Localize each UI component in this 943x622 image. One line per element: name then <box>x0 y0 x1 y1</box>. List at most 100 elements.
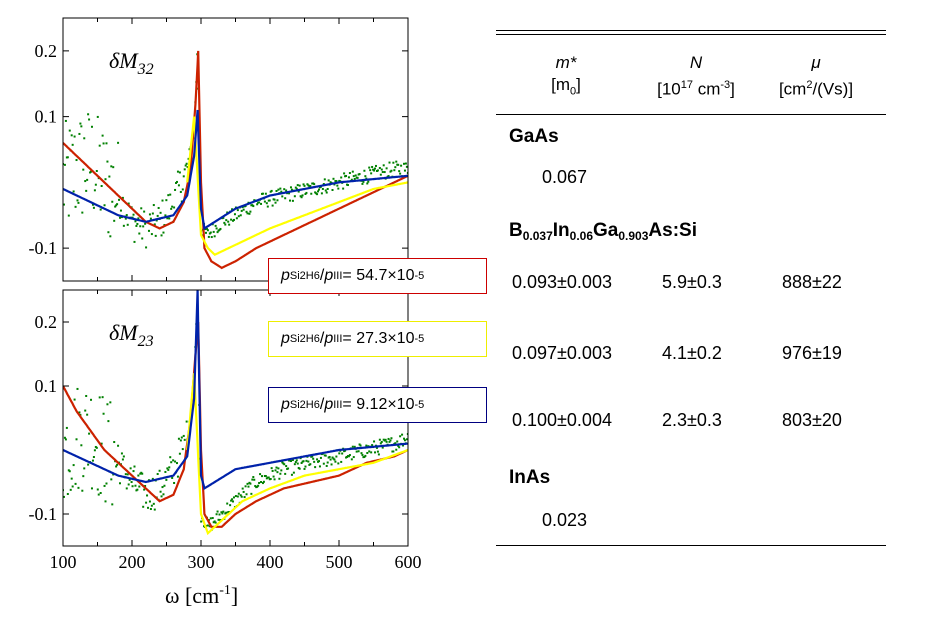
data-point <box>138 232 141 235</box>
data-point <box>159 211 162 214</box>
data-point <box>331 456 334 459</box>
data-point <box>267 476 270 479</box>
data-point <box>67 214 70 217</box>
data-point <box>293 195 296 198</box>
data-point <box>113 219 116 222</box>
data-point <box>366 182 369 185</box>
data-point <box>218 513 221 516</box>
data-point <box>147 229 150 232</box>
data-point <box>306 183 309 186</box>
data-point <box>81 489 84 492</box>
data-point <box>252 476 255 479</box>
data-point <box>390 169 393 172</box>
header-mobility: μ [cm2/(Vs)] <box>778 53 854 99</box>
data-point <box>167 194 170 197</box>
data-point <box>397 163 400 166</box>
data-point <box>74 482 77 485</box>
data-point <box>356 176 359 179</box>
panel-dm32: 0.2 0.1 -0.1 δM32 <box>29 17 409 282</box>
legend-item-blue: p Si2H6/p III = 9.12×10 -5 <box>268 387 487 423</box>
data-point <box>351 445 354 448</box>
data-point <box>116 203 119 206</box>
data-point <box>346 184 349 187</box>
data-point <box>274 469 277 472</box>
data-point <box>353 445 356 448</box>
data-point <box>260 481 263 484</box>
data-point <box>80 125 83 128</box>
data-point <box>118 198 121 201</box>
data-point <box>104 178 107 181</box>
material-inas: InAs <box>509 467 551 488</box>
data-point <box>231 208 234 211</box>
data-point <box>155 219 158 222</box>
data-point <box>401 433 404 436</box>
data-point <box>371 165 374 168</box>
data-point <box>207 235 210 238</box>
data-point <box>215 513 218 516</box>
data-point <box>379 442 382 445</box>
data-point <box>185 420 188 423</box>
data-point <box>252 205 255 208</box>
data-point <box>166 217 169 220</box>
data-point <box>358 173 361 176</box>
data-point <box>226 211 229 214</box>
data-point <box>76 387 79 390</box>
header-density: N [1017 cm-3] <box>657 53 735 99</box>
data-point <box>378 167 381 170</box>
data-point <box>63 203 65 206</box>
data-point <box>172 459 175 462</box>
data-point <box>242 490 245 493</box>
gaas-mass: 0.067 <box>542 167 588 187</box>
data-point <box>79 122 82 125</box>
data-point <box>91 203 94 206</box>
data-point <box>323 178 326 181</box>
data-point <box>261 482 264 485</box>
data-point <box>405 165 408 168</box>
data-point <box>396 440 399 443</box>
data-point <box>102 412 105 415</box>
data-point <box>143 488 146 491</box>
data-point <box>145 501 148 504</box>
data-point <box>264 192 267 195</box>
data-point <box>290 188 293 191</box>
data-point <box>66 492 69 495</box>
data-point <box>137 474 140 477</box>
data-point <box>130 481 133 484</box>
data-point <box>227 220 230 223</box>
series-line <box>186 373 408 536</box>
data-point <box>108 175 111 178</box>
series-line <box>63 50 408 270</box>
data-point <box>388 161 391 164</box>
series-line <box>63 109 408 231</box>
data-point <box>150 504 153 507</box>
y-tick-label: 0.1 <box>35 376 58 396</box>
data-point <box>248 212 251 215</box>
data-point <box>392 450 395 453</box>
data-point <box>153 508 156 511</box>
data-point <box>161 486 164 489</box>
data-point <box>262 480 265 483</box>
data-point <box>353 177 356 180</box>
data-point <box>235 217 238 220</box>
table-header-rule <box>496 114 886 115</box>
data-point <box>337 462 340 465</box>
data-point <box>112 166 115 169</box>
data-point <box>200 520 203 523</box>
data-point <box>253 478 256 481</box>
data-point <box>402 162 405 165</box>
data-point <box>106 160 109 163</box>
data-point <box>296 462 299 465</box>
data-point <box>119 209 122 212</box>
data-point <box>220 511 223 514</box>
data-point <box>214 521 217 524</box>
data-point <box>320 192 323 195</box>
data-point <box>254 485 257 488</box>
table-top-rule-2 <box>496 34 886 35</box>
data-point <box>289 460 292 463</box>
data-point <box>309 463 312 466</box>
data-point <box>264 475 267 478</box>
data-point <box>344 449 347 452</box>
data-point <box>271 204 274 207</box>
data-point <box>95 169 98 172</box>
data-point <box>226 502 229 505</box>
